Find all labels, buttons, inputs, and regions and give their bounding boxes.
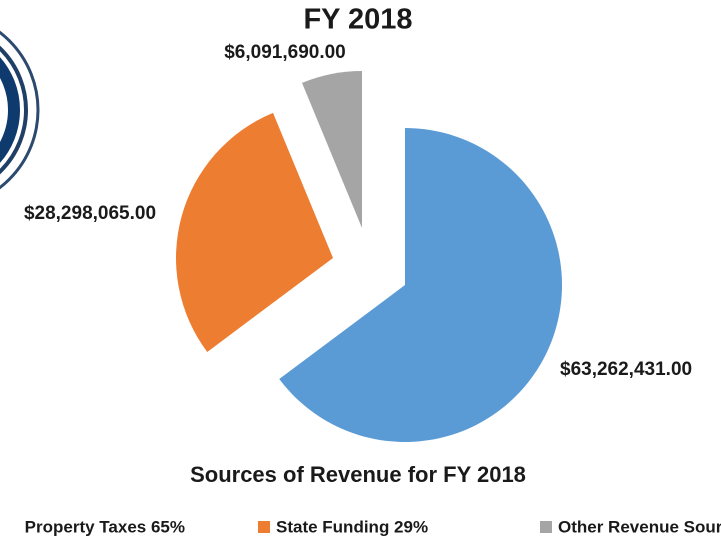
chart-title: FY 2018 — [303, 4, 412, 36]
legend-label: Property Taxes 65% — [25, 517, 185, 536]
data-label: $63,262,431.00 — [560, 359, 692, 380]
data-label: $28,298,065.00 — [24, 203, 156, 224]
legend-swatch — [540, 521, 552, 533]
pie-slice — [302, 71, 362, 228]
legend-label: Other Revenue Sources — [558, 517, 721, 536]
pie-slice — [279, 128, 562, 443]
legend-swatch — [258, 521, 270, 533]
logo-rings — [0, 30, 40, 190]
chart-subtitle: Sources of Revenue for FY 2018 — [190, 462, 526, 487]
legend-label: State Funding 29% — [276, 517, 428, 536]
pie-slice — [176, 112, 333, 353]
data-label: $6,091,690.00 — [224, 42, 346, 63]
